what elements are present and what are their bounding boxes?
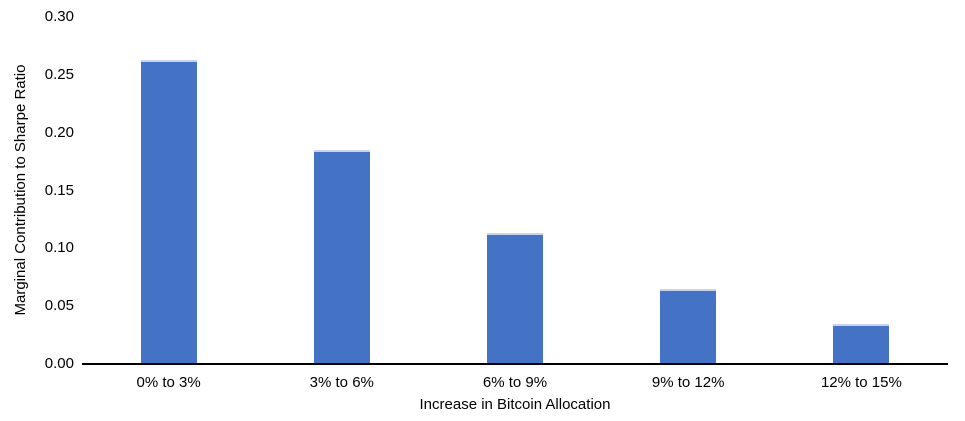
bar-6% to 9% [487, 233, 543, 364]
x-tick-3% to 6%: 3% to 6% [309, 374, 374, 391]
bar-3% to 6% [313, 150, 370, 364]
x-tick-0% to 3%: 0% to 3% [136, 374, 201, 391]
y-tick-0.05: 0.05 [44, 297, 74, 315]
bar-9% to 12% [660, 288, 717, 364]
x-tick-12% to 15%: 12% to 15% [820, 374, 902, 391]
x-tick-9% to 12%: 9% to 12% [651, 374, 725, 391]
x-axis-line [82, 363, 948, 365]
y-axis-title-text: Marginal Contribution to Sharpe Ratio [12, 64, 29, 316]
plot-area [82, 17, 948, 364]
x-axis-title: Increase in Bitcoin Allocation [419, 396, 611, 413]
y-tick-0.30: 0.30 [44, 8, 74, 25]
bar-12% to 15% [833, 323, 890, 364]
y-tick-0.10: 0.10 [44, 239, 74, 257]
bar-0% to 3% [140, 59, 197, 364]
x-tick-6% to 9%: 6% to 9% [482, 374, 548, 391]
y-tick-0.20: 0.20 [44, 123, 74, 141]
y-tick-0.15: 0.15 [44, 181, 74, 199]
y-tick-0.00: 0.00 [44, 355, 74, 372]
y-tick-0.25: 0.25 [44, 65, 74, 83]
